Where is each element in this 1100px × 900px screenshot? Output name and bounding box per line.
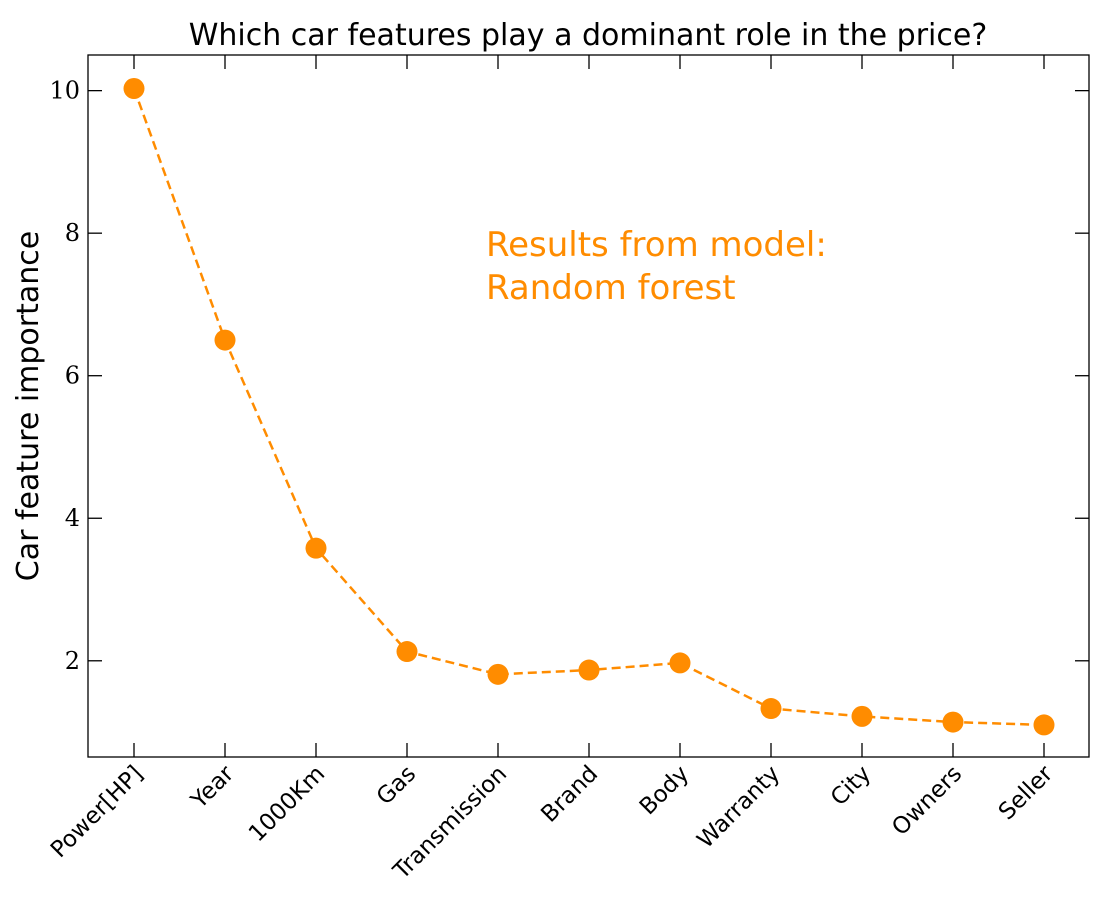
y-tick-label: 8	[65, 219, 80, 247]
chart-title: Which car features play a dominant role …	[189, 18, 988, 53]
x-tick-label: Owners	[887, 761, 967, 841]
x-tick-label: Seller	[994, 760, 1059, 825]
data-point	[396, 641, 418, 663]
model-annotation: Results from model: Random forest	[486, 225, 838, 308]
data-point	[851, 705, 873, 727]
x-tick-label: Year	[186, 760, 240, 814]
ticks	[88, 55, 1089, 757]
data-point	[487, 663, 509, 685]
data-point	[123, 77, 145, 99]
x-tick-label: 1000Km	[244, 761, 330, 847]
x-tick-label: Warranty	[692, 761, 785, 854]
data-point	[942, 711, 964, 733]
y-tick-label: 4	[65, 504, 80, 532]
y-tick-label: 10	[49, 77, 80, 105]
data-point	[578, 659, 600, 681]
annotation-line-1: Results from model:	[486, 225, 827, 265]
annotation-line-2: Random forest	[486, 268, 736, 308]
y-tick-label: 2	[65, 647, 80, 675]
series-line	[132, 88, 1045, 727]
series-markers	[123, 77, 1055, 736]
y-tick-labels: 2 4 6 8 10	[49, 77, 80, 675]
y-axis-label: Car feature importance	[11, 231, 46, 581]
data-point	[669, 652, 691, 674]
data-point	[760, 698, 782, 720]
x-tick-label: Brand	[536, 761, 603, 828]
x-tick-label: Gas	[372, 761, 421, 810]
y-tick-label: 6	[65, 362, 80, 390]
plot-frame	[87, 54, 1090, 758]
x-tick-label: Body	[635, 761, 694, 820]
data-point	[305, 537, 327, 559]
data-point	[214, 329, 236, 351]
x-tick-label: Power[HP]	[46, 761, 148, 863]
data-point	[1033, 714, 1055, 736]
x-tick-label: City	[826, 761, 876, 811]
